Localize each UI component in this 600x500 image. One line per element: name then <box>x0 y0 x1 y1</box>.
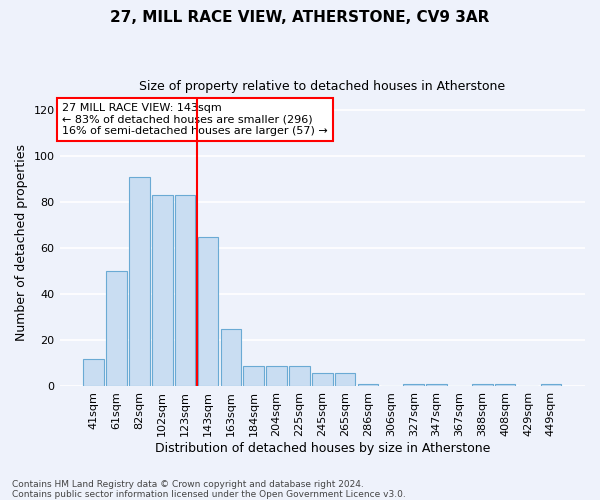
Text: 27, MILL RACE VIEW, ATHERSTONE, CV9 3AR: 27, MILL RACE VIEW, ATHERSTONE, CV9 3AR <box>110 10 490 25</box>
Text: Contains HM Land Registry data © Crown copyright and database right 2024.
Contai: Contains HM Land Registry data © Crown c… <box>12 480 406 499</box>
Bar <box>266 366 287 386</box>
Bar <box>83 359 104 386</box>
Bar <box>426 384 447 386</box>
Bar <box>106 271 127 386</box>
Bar <box>244 366 264 386</box>
Bar <box>289 366 310 386</box>
X-axis label: Distribution of detached houses by size in Atherstone: Distribution of detached houses by size … <box>155 442 490 455</box>
Bar <box>129 176 150 386</box>
Title: Size of property relative to detached houses in Atherstone: Size of property relative to detached ho… <box>139 80 505 93</box>
Bar <box>198 236 218 386</box>
Bar <box>312 372 332 386</box>
Text: 27 MILL RACE VIEW: 143sqm
← 83% of detached houses are smaller (296)
16% of semi: 27 MILL RACE VIEW: 143sqm ← 83% of detac… <box>62 102 328 136</box>
Bar <box>175 195 196 386</box>
Bar <box>221 329 241 386</box>
Bar <box>335 372 355 386</box>
Bar <box>403 384 424 386</box>
Bar <box>495 384 515 386</box>
Bar <box>472 384 493 386</box>
Bar <box>358 384 378 386</box>
Bar <box>541 384 561 386</box>
Y-axis label: Number of detached properties: Number of detached properties <box>15 144 28 341</box>
Bar <box>152 195 173 386</box>
